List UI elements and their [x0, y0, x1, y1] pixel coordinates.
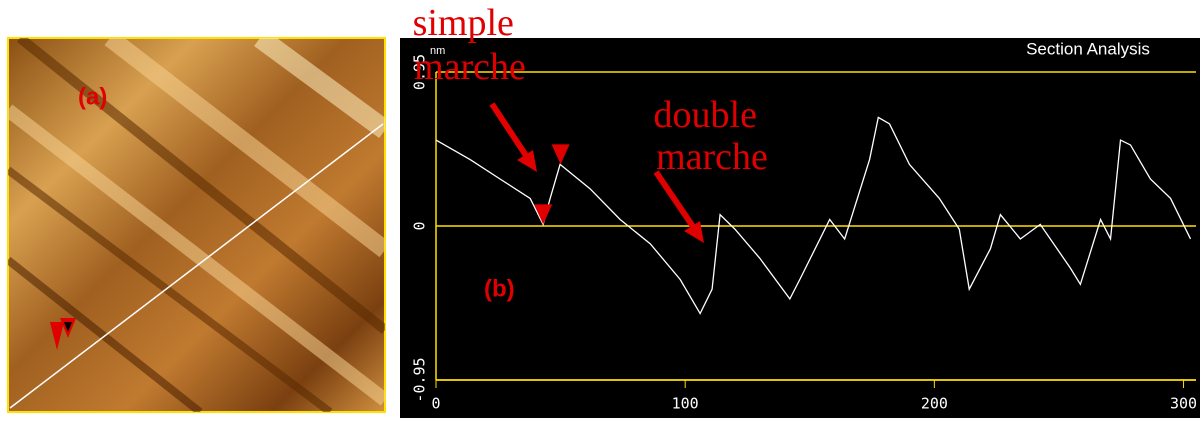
x-tick-label: 0 — [431, 395, 440, 413]
y-tick-label: 0 — [411, 221, 429, 230]
panel-label: (b) — [484, 275, 515, 302]
annotation: double marche — [654, 94, 768, 178]
cursor-marker — [551, 144, 570, 165]
plot-background — [400, 38, 1200, 418]
profile-line — [435, 116, 1192, 315]
chart-title: Section Analysis — [1026, 39, 1150, 58]
annotation-line: simple — [413, 2, 514, 44]
annotation-line: marche — [414, 46, 526, 88]
x-tick-label: 100 — [672, 395, 699, 413]
x-tick-label: 200 — [921, 395, 948, 413]
y-unit: nm — [430, 45, 445, 57]
arrows — [489, 102, 704, 243]
afm-image — [7, 37, 386, 413]
annotation-line: double — [654, 94, 757, 136]
annotation: simple marche — [413, 2, 526, 88]
annotation-line: marche — [656, 136, 768, 178]
y-tick-label: 0.95 — [411, 54, 429, 90]
cursor-marker — [534, 204, 553, 225]
panel-label: (a) — [78, 83, 107, 110]
y-tick-label: -0.95 — [411, 357, 429, 402]
x-tick-label: 300 — [1170, 395, 1197, 413]
